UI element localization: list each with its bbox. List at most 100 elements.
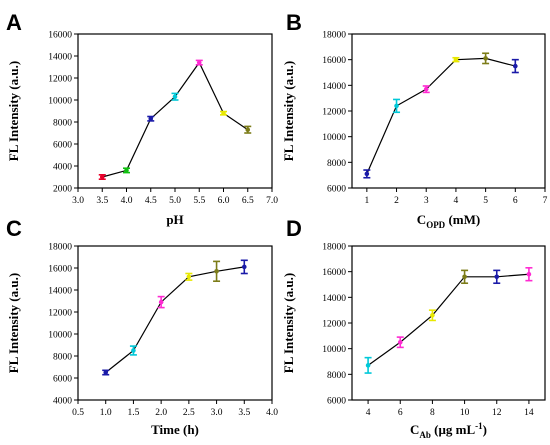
panel-c: C 0.5 1.0 1.5 2.0 2.5 3.0 3.5 4.0 4000 6000 8000 100… [6,216,278,437]
panel-b-x-tick-label: 2 [394,196,399,206]
panel-a-y-axis-title: FL Intensity (a.u.) [6,61,21,161]
panel-a-data-point [148,116,154,121]
panel-b-x-tick-label: 5 [483,196,488,206]
panel-a-y-tick-label: 6000 [53,141,72,151]
panel-c-plot-frame [77,245,273,401]
panel-a-data-point [99,174,105,180]
panel-b-x-tick-label: 4 [454,196,459,206]
panel-a-data-point [124,168,129,173]
panel-d-x-tick-label: 14 [524,408,534,418]
panel-b-x-axis-title-sub: OPD [426,220,445,230]
panel-a-x-tick-label: 3.5 [96,196,108,206]
panel-d-y-tick-label: 12000 [322,320,346,330]
panel-d-y-tick-label: 8000 [327,371,346,381]
panel-a-x-tick-label: 4.5 [145,196,157,206]
panel-d-data-point [397,339,403,345]
panel-d-x-axis-title-sup: -1 [475,421,483,431]
panel-d-y-tick-label: 6000 [327,397,346,407]
panel-d-x-tick-label: 12 [492,408,502,418]
panel-a-y-tick-label: 16000 [48,31,72,41]
panel-c-y-tick-label: 12000 [48,309,72,319]
panel-a-data-point [172,94,178,99]
panel-d-y-tick-label: 16000 [322,268,346,278]
panel-d-x-axis-title: CAb (μg mL-1) [410,421,487,440]
panel-a-x-tick-label: 3.0 [72,196,84,206]
panel-d-y-tick-label: 14000 [322,294,346,304]
panel-b-data-point [513,63,518,69]
panel-d-y-tick-label: 18000 [322,243,346,253]
panel-d-series-line [367,273,529,366]
panel-b-data-point [364,171,370,177]
panel-c-x-axis-title-main: Time (h) [151,422,199,437]
panel-a-x-tick-label: 4.0 [121,196,133,206]
panel-c-x-tick-label: 2.0 [155,408,167,418]
panel-b-y-tick-label: 6000 [327,185,346,195]
panel-c-series-line [105,266,245,373]
panel-b-series-line [366,57,516,175]
panel-b-x-tick-label: 7 [543,196,548,206]
panel-a-letter: A [6,10,22,35]
panel-c-y-axis-title: FL Intensity (a.u.) [6,273,21,373]
panel-c-y-tick-label: 8000 [53,353,72,363]
panel-d-x-axis-title-main: C [410,422,419,437]
panel-c-x-tick-label: 3.5 [238,408,250,418]
panel-a-data-point [221,110,226,116]
panel-a-x-axis-title: pH [166,212,183,227]
panel-a-y-tick-label: 12000 [48,75,72,85]
panel-a-data-point [196,60,202,65]
panel-c-y-tick-label: 6000 [53,375,72,385]
panel-d-x-axis-title-unit: (μg mL [431,422,476,437]
panel-c-x-tick-label: 2.5 [183,408,195,418]
panel-d-x-tick-label: 6 [398,408,403,418]
panel-b-data-point [483,56,488,61]
panel-d-x-axis-title-end: ) [483,422,487,437]
panel-a-x-tick-label: 6.5 [242,196,254,206]
panel-d-data-point [430,313,435,318]
panel-a-y-tick-label: 8000 [53,119,72,129]
panel-d-x-tick-label: 4 [366,408,371,418]
panel-b-y-tick-label: 10000 [322,133,346,143]
panel-d-x-tick-label: 10 [460,408,470,418]
panel-d-x-axis-title-sub: Ab [419,430,431,440]
panel-b-x-axis-title-unit: (mM) [445,212,480,227]
panel-a-data-point [245,127,251,132]
panel-b: B 1 2 3 4 5 6 7 6000 8000 10000 12000 14000 16000 1800… [281,10,548,230]
panel-c-x-axis-title: Time (h) [151,422,199,437]
panel-b-data-point [453,57,459,62]
panel-a-y-tick-label: 10000 [48,97,72,107]
panel-c-data-point [241,264,247,270]
panel-d-plot-frame [351,245,546,401]
panel-b-x-axis-title: COPD (mM) [417,212,480,230]
panel-c-x-tick-label: 1.5 [127,408,139,418]
panel-b-y-tick-label: 18000 [322,31,346,41]
panel-d-x-tick-label: 8 [430,408,435,418]
panel-c-y-tick-label: 10000 [48,331,72,341]
panel-b-data-point [394,103,399,109]
panel-d: D 4 6 8 10 12 14 6000 8000 10000 12000 14000 16000 18… [281,216,546,440]
panel-d-data-point [494,274,500,280]
panel-c-data-point [214,269,219,274]
panel-d-y-axis-title: FL Intensity (a.u.) [281,273,296,373]
panel-a-y-tick-label: 4000 [53,163,72,173]
panel-d-letter: D [286,216,302,241]
panel-c-x-tick-label: 0.5 [72,408,84,418]
panel-b-x-tick-label: 1 [364,196,369,206]
panel-b-x-axis-title-main: C [417,212,426,227]
panel-c-x-tick-label: 1.0 [100,408,112,418]
panel-a-x-tick-label: 6.0 [218,196,230,206]
panel-a: A 3.0 3.5 4.0 4.5 5.0 5.5 6.0 6.5 7.0 2000 4000 6000… [6,10,278,227]
panel-d-data-point [526,271,532,277]
panel-b-x-tick-label: 6 [513,196,518,206]
panel-c-letter: C [6,216,22,241]
panel-a-series-line [102,61,249,178]
panel-b-y-tick-label: 12000 [322,108,346,118]
panel-b-letter: B [286,10,302,35]
panel-b-data-point [423,86,429,92]
panel-c-y-tick-label: 16000 [48,265,72,275]
panel-b-y-axis-title: FL Intensity (a.u.) [281,61,296,161]
panel-a-x-tick-label: 5.5 [193,196,205,206]
panel-a-x-tick-label: 7.0 [266,196,278,206]
panel-a-x-axis-title-main: pH [166,212,183,227]
panel-b-y-tick-label: 16000 [322,56,346,66]
